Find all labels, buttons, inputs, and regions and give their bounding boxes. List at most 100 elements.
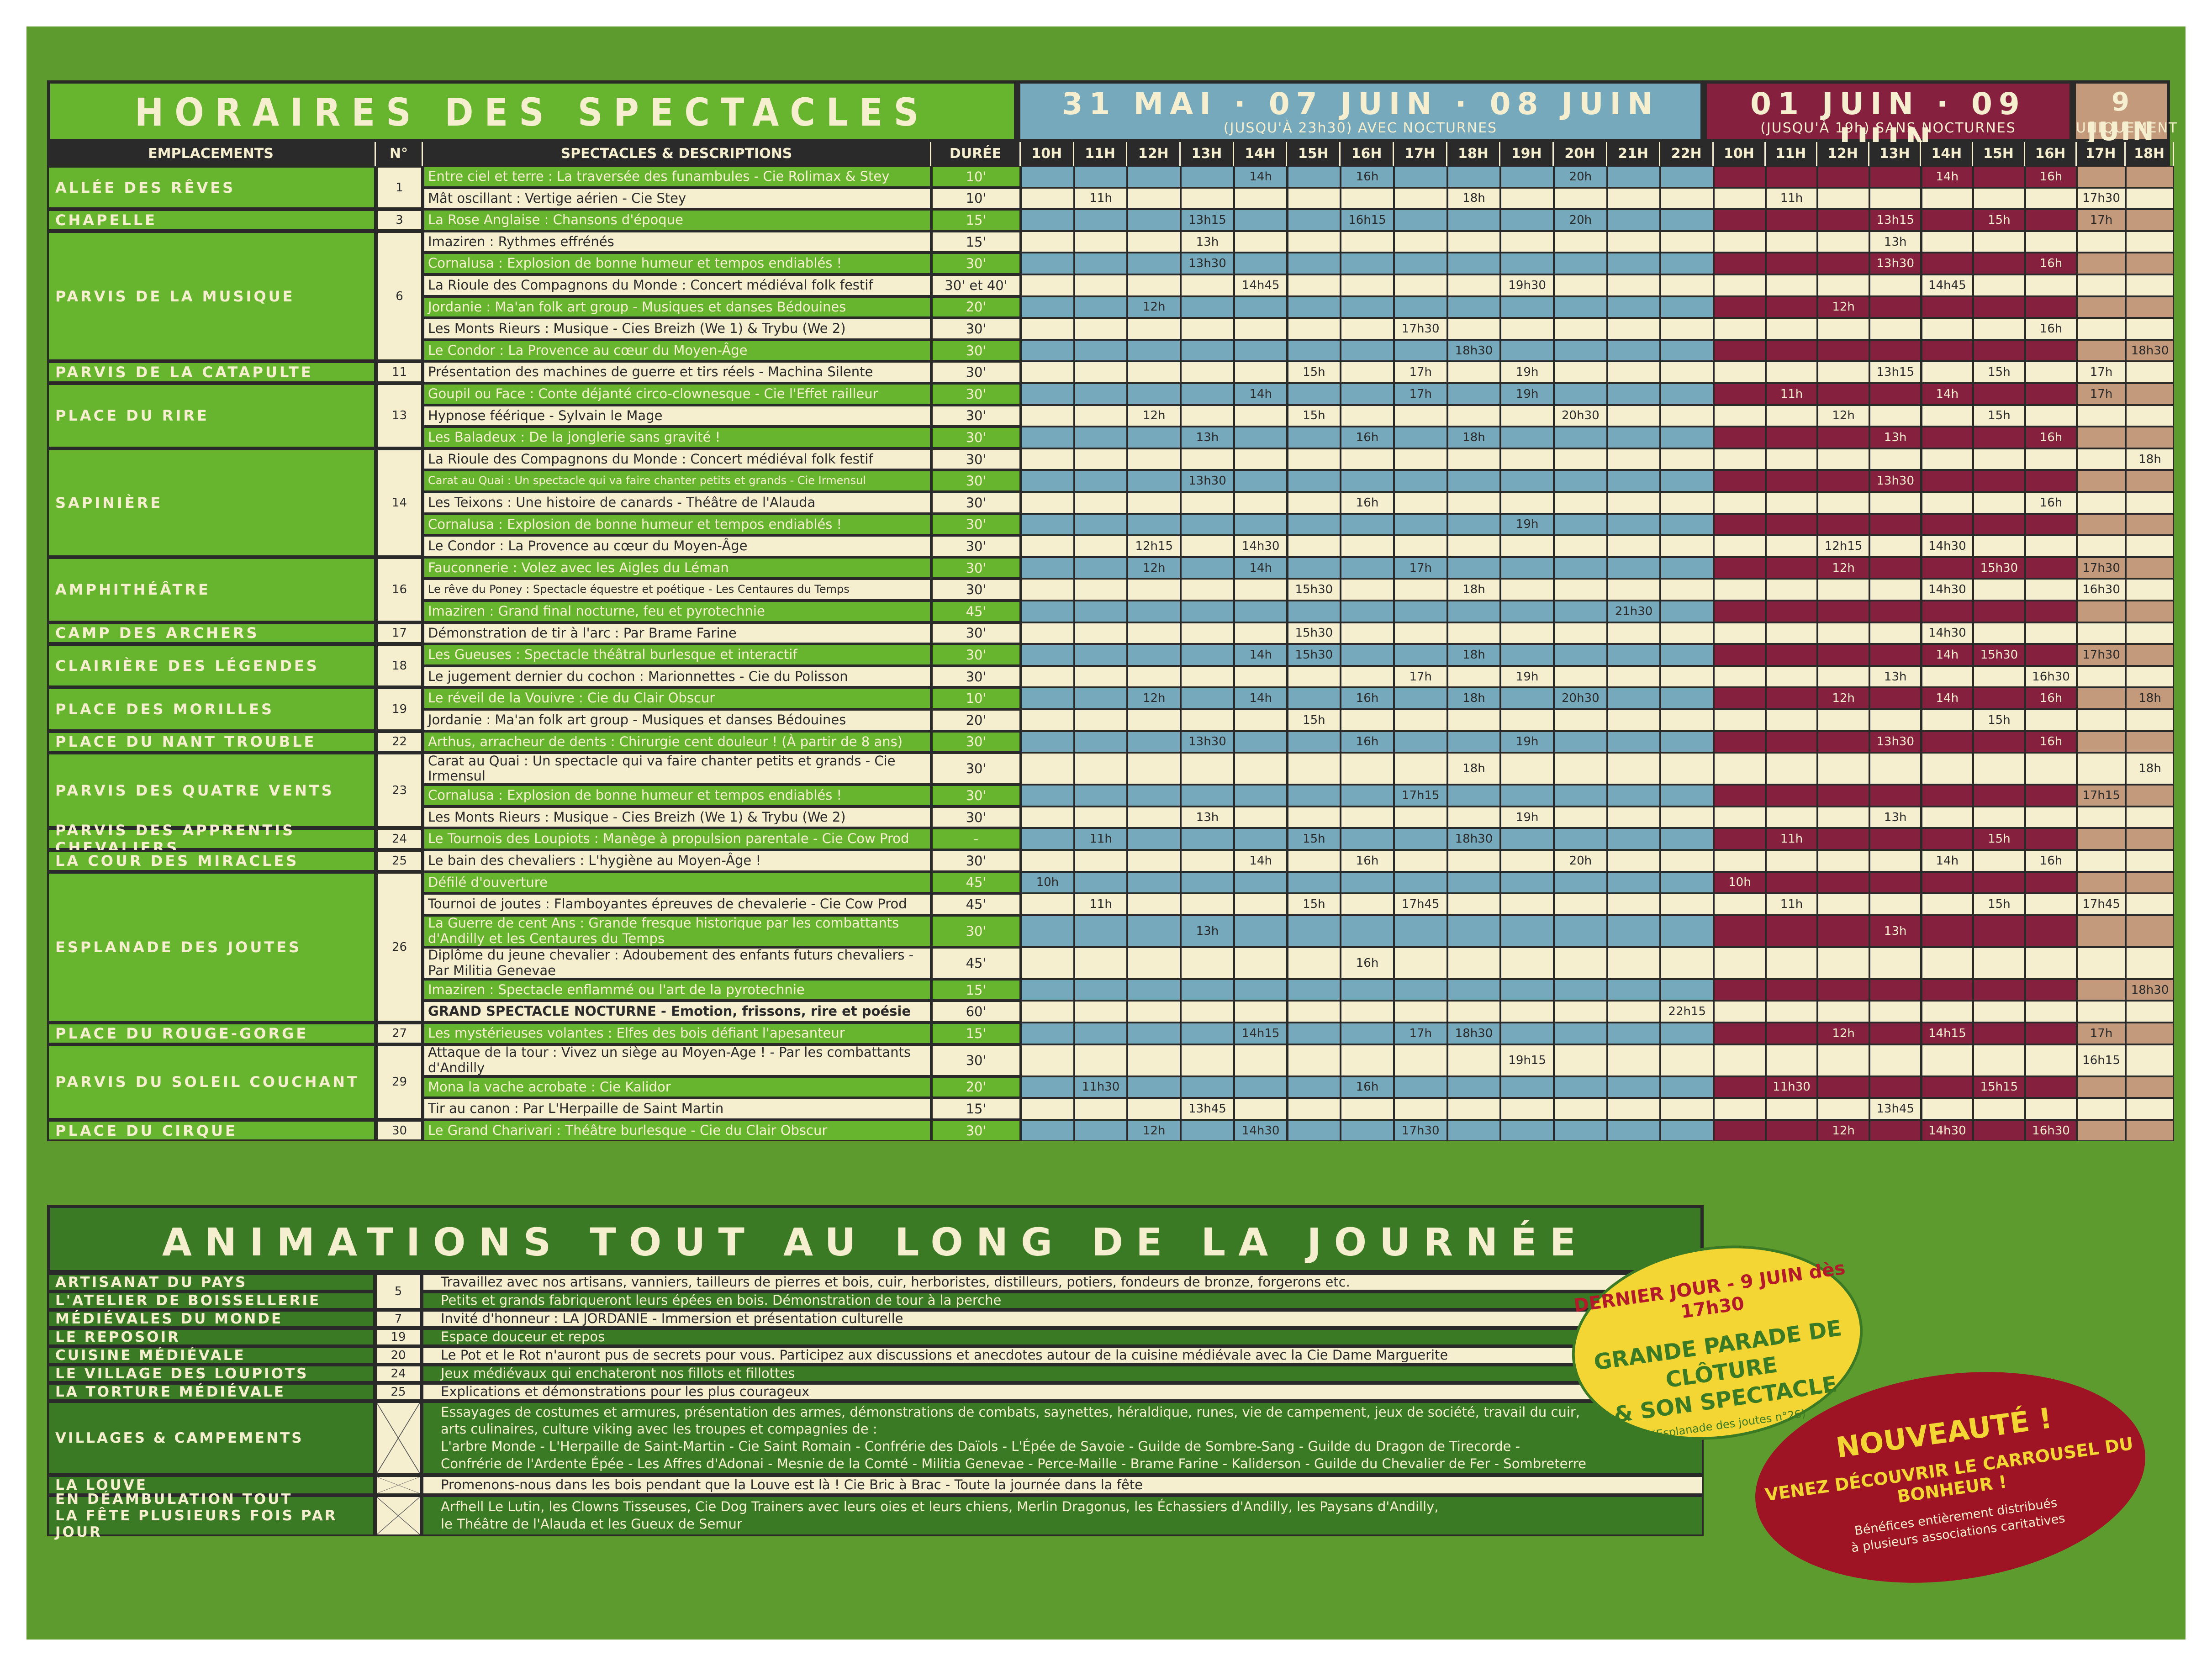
time-slot-noct-22h <box>1660 979 1714 1001</box>
time-slot-noct-14h <box>1234 947 1288 979</box>
time-slot-noct-15h <box>1287 1119 1341 1142</box>
schedule-row: Démonstration de tir à l'arc : Par Brame… <box>423 622 2175 644</box>
time-slot-noct-12h <box>1127 187 1181 210</box>
time-slot-day-10h <box>1714 1023 1766 1044</box>
time-slot-day-14h <box>1921 448 1974 470</box>
show-duration: 45' <box>931 893 1021 915</box>
time-slot-last-18h <box>2125 1023 2175 1044</box>
time-slot-noct-17h: 17h15 <box>1394 785 1447 807</box>
time-slot-noct-18h <box>1447 1098 1501 1120</box>
animation-location-line: L'ATELIER DE BOISSELLERIE <box>55 1292 321 1309</box>
time-slot-day-11h <box>1765 231 1818 253</box>
location-number: 22 <box>376 731 423 753</box>
time-slot-day-10h <box>1714 448 1766 470</box>
time-slot-noct-20h <box>1554 1023 1607 1044</box>
location-label: CLAIRIÈRE DES LÉGENDES <box>47 644 376 688</box>
time-slot-noct-14h <box>1234 828 1288 850</box>
time-slot-noct-21h <box>1607 1044 1661 1076</box>
time-slot-noct-20h <box>1554 1098 1607 1120</box>
show-duration: 30' et 40' <box>931 274 1021 296</box>
show-duration: 30' <box>931 915 1021 947</box>
time-slot-noct-11h <box>1074 383 1128 405</box>
no-number-cross-icon <box>375 1495 422 1536</box>
animation-location: LE VILLAGE DES LOUPIOTS <box>47 1365 375 1383</box>
time-slot-noct-20h <box>1554 448 1607 470</box>
time-slot-noct-10h <box>1021 470 1074 492</box>
time-slot-noct-19h <box>1500 318 1554 340</box>
location-number: 16 <box>376 557 423 622</box>
time-slot-day-10h <box>1714 535 1766 557</box>
schedule-row: Le Grand Charivari : Théâtre burlesque -… <box>423 1119 2175 1142</box>
time-slot-day-14h <box>1921 1001 1974 1023</box>
schedule-row: Les Gueuses : Spectacle théâtral burlesq… <box>423 644 2175 666</box>
time-slot-noct-19h <box>1500 828 1554 850</box>
time-slot-noct-13h <box>1181 644 1234 666</box>
schedule-row: Carat au Quai : Un spectacle qui va fair… <box>423 753 2175 785</box>
animation-description-line: Promenons-nous dans les bois pendant que… <box>441 1477 1143 1493</box>
time-slot-last-17h <box>2077 828 2126 850</box>
time-slot-day-11h <box>1765 1023 1818 1044</box>
time-slot-noct-20h <box>1554 871 1607 894</box>
time-slot-noct-19h: 19h <box>1500 513 1554 536</box>
time-slot-noct-19h <box>1500 979 1554 1001</box>
time-slot-noct-13h <box>1181 187 1234 210</box>
time-slot-day-11h <box>1765 427 1818 448</box>
time-slot-noct-18h <box>1447 806 1501 828</box>
show-description: Mona la vache acrobate : Cie Kalidor <box>423 1076 931 1098</box>
time-slot-day-12h <box>1817 665 1869 688</box>
show-duration: 30' <box>931 1044 1021 1076</box>
time-slot-day-14h: 14h30 <box>1921 579 1974 601</box>
time-slot-noct-18h <box>1447 209 1501 231</box>
period-day-header: 01 JUIN · 09 JUIN (JUSQU'À 19h) SANS NOC… <box>1704 80 2073 157</box>
time-slot-noct-14h <box>1234 318 1288 340</box>
time-slot-last-17h <box>2077 915 2126 947</box>
time-slot-noct-13h <box>1181 785 1234 807</box>
animation-location: ARTISANAT DU PAYS <box>47 1273 375 1292</box>
time-slot-noct-21h <box>1607 274 1661 296</box>
time-slot-noct-10h <box>1021 785 1074 807</box>
time-slot-noct-14h <box>1234 1098 1288 1120</box>
time-slot-day-10h <box>1714 492 1766 514</box>
time-slot-noct-13h <box>1181 296 1234 318</box>
time-slot-day-10h <box>1714 557 1766 579</box>
location-number: 26 <box>376 871 423 1023</box>
time-slot-noct-16h <box>1341 893 1394 915</box>
time-slot-day-16h <box>2025 339 2077 362</box>
time-slot-last-18h <box>2125 871 2175 894</box>
time-slot-noct-21h <box>1607 687 1661 709</box>
time-slot-day-14h <box>1921 253 1974 274</box>
time-slot-noct-15h <box>1287 557 1341 579</box>
time-slot-noct-10h <box>1021 601 1074 622</box>
hour-header-hours_nocturne-11h: 11H <box>1074 142 1128 166</box>
time-slot-noct-17h <box>1394 979 1447 1001</box>
show-description: Présentation des machines de guerre et t… <box>423 361 931 383</box>
time-slot-noct-13h <box>1181 1044 1234 1076</box>
time-slot-day-10h <box>1714 1076 1766 1098</box>
time-slot-last-17h <box>2077 1076 2126 1098</box>
time-slot-last-18h <box>2125 731 2175 753</box>
time-slot-day-14h: 14h15 <box>1921 1023 1974 1044</box>
time-slot-noct-14h <box>1234 361 1288 383</box>
time-slot-noct-16h <box>1341 253 1394 274</box>
time-slot-noct-21h <box>1607 318 1661 340</box>
time-slot-day-15h: 15h <box>1973 361 2025 383</box>
time-slot-noct-16h <box>1341 579 1394 601</box>
time-slot-day-11h <box>1765 871 1818 894</box>
time-slot-noct-18h: 18h <box>1447 427 1501 448</box>
time-slot-noct-16h <box>1341 622 1394 644</box>
time-slot-noct-22h <box>1660 166 1714 188</box>
time-slot-day-14h <box>1921 806 1974 828</box>
time-slot-noct-19h <box>1500 687 1554 709</box>
time-slot-noct-13h <box>1181 274 1234 296</box>
time-slot-noct-10h <box>1021 665 1074 688</box>
time-slot-noct-17h: 17h30 <box>1394 1119 1447 1142</box>
hour-header-hours_day-14h: 14H <box>1922 142 1974 166</box>
time-slot-noct-16h <box>1341 1119 1394 1142</box>
time-slot-day-14h: 14h30 <box>1921 1119 1974 1142</box>
time-slot-day-14h <box>1921 557 1974 579</box>
time-slot-noct-15h <box>1287 231 1341 253</box>
time-slot-noct-20h <box>1554 806 1607 828</box>
animation-location-line: MÉDIÉVALES DU MONDE <box>55 1311 283 1327</box>
time-slot-noct-17h <box>1394 470 1447 492</box>
animation-location-line: LA LOUVE <box>55 1477 148 1493</box>
